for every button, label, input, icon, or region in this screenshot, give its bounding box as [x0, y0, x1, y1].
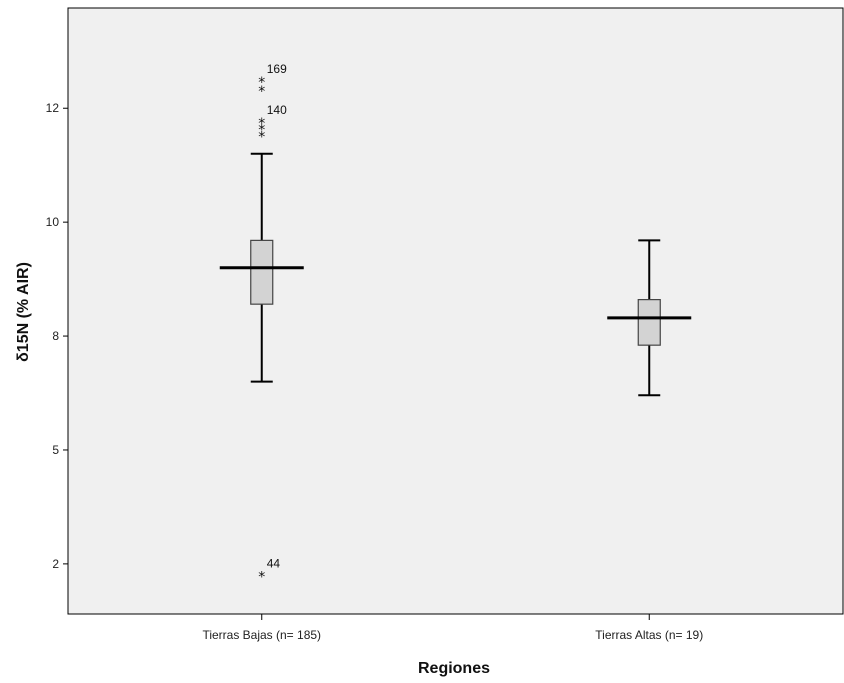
outlier-point: * — [258, 75, 265, 91]
y-tick-label: 8 — [52, 329, 59, 343]
plot-area — [67, 7, 844, 615]
y-tick-label: 10 — [46, 215, 60, 229]
iqr-box — [250, 239, 274, 305]
x-axis-title: Regiones — [418, 660, 490, 677]
outlier-point: * — [258, 123, 265, 139]
iqr-box — [637, 299, 661, 346]
y-tick-label: 12 — [46, 101, 60, 115]
x-axis: Tierras Bajas (n= 185) Tierras Altas (n= … — [202, 614, 703, 642]
y-axis: 2 5 8 10 12 — [46, 101, 68, 571]
outlier-label: 140 — [267, 103, 287, 117]
x-tick-label: Tierras Bajas (n= 185) — [202, 628, 321, 642]
box-group: *169**140***44 — [219, 62, 304, 585]
outlier-point: * — [258, 84, 265, 100]
outlier-point: * — [258, 130, 265, 146]
outlier-label: 44 — [267, 556, 281, 570]
box-group — [607, 239, 692, 397]
outlier-point: * — [258, 569, 265, 585]
x-tick-label: Tierras Altas (n= 19) — [595, 628, 703, 642]
y-tick-label: 2 — [52, 557, 59, 571]
boxes: *169**140***44 — [219, 62, 692, 585]
y-axis-title: δ15N (% AIR) — [15, 262, 32, 362]
outlier-point: * — [258, 116, 265, 132]
outlier-label: 169 — [267, 62, 287, 76]
y-tick-label: 5 — [52, 443, 59, 457]
